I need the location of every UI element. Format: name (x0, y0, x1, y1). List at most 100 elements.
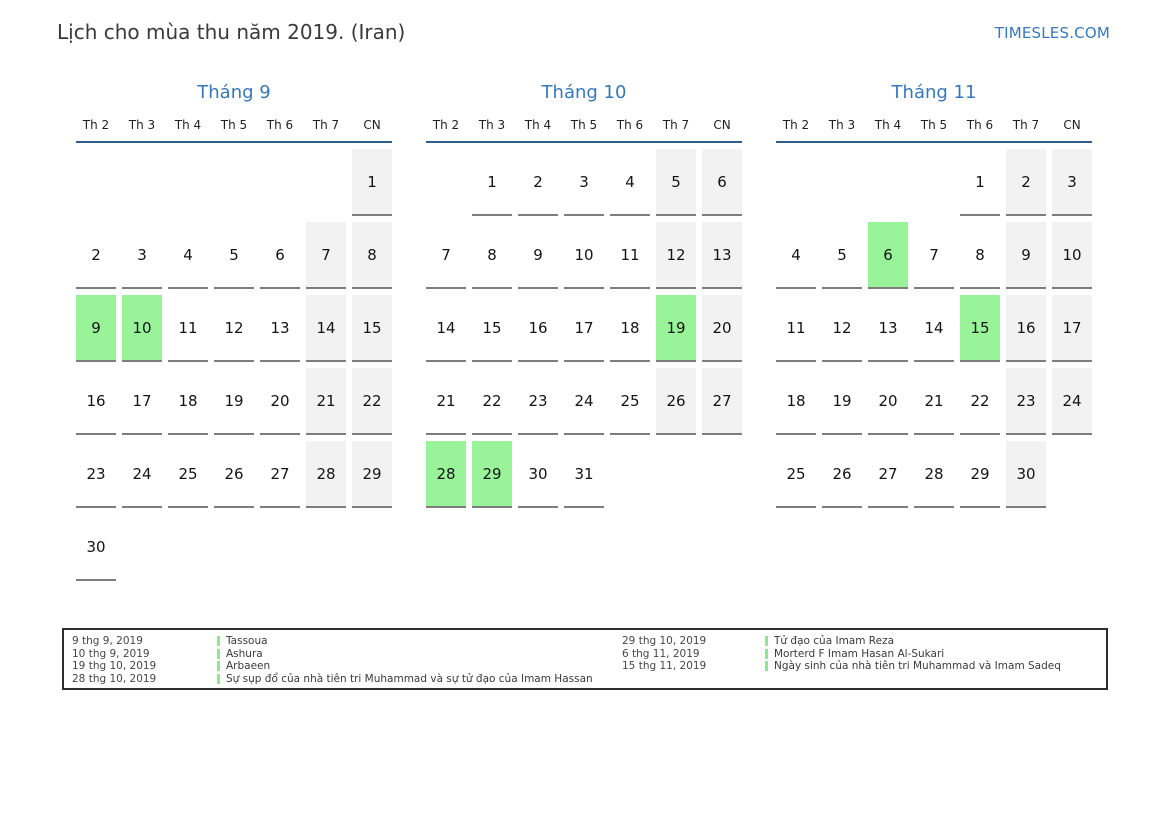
day-cell (168, 514, 208, 579)
legend-date: 29 thg 10, 2019 (622, 635, 707, 647)
day-cell: 4 (168, 222, 208, 289)
day-cell (76, 149, 116, 214)
legend-date: 15 thg 11, 2019 (622, 660, 707, 673)
day-cell: 8 (352, 222, 392, 289)
weekday-label: Th 5 (220, 118, 248, 132)
legend-date: 19 thg 10, 2019 (72, 660, 157, 673)
day-cell: 21 (426, 368, 466, 435)
day-cell: 6 (260, 222, 300, 289)
day-grid: 1 2 3 4 5 6 7 8 9 10 11 12 13 14 15 16 17 18 19 20 21 22 23 24 2… (426, 149, 742, 508)
legend-column: 9 thg 9, 2019 Tassoua 10 thg 9, 2019 Ashura… (72, 635, 622, 685)
day-cell: 16 (1006, 295, 1046, 362)
weekday-header-row: Th 2 Th 3 Th 4 Th 5 Th 6 Th 7 CN (426, 118, 742, 143)
day-cell (822, 149, 862, 214)
day-cell: 17 (1052, 295, 1092, 362)
day-cell: 15 (960, 295, 1000, 362)
legend-marker (765, 661, 768, 672)
weekday-label: Th 6 (966, 118, 994, 132)
day-cell: 29 (352, 441, 392, 508)
day-cell: 10 (564, 222, 604, 289)
day-cell: 27 (868, 441, 908, 508)
weekday-header-row: Th 2 Th 3 Th 4 Th 5 Th 6 Th 7 CN (776, 118, 1092, 143)
weekday-label: Th 2 (432, 118, 460, 132)
day-cell: 19 (214, 368, 254, 435)
day-cell: 23 (1006, 368, 1046, 435)
weekday-label: Th 6 (616, 118, 644, 132)
weekday-label: CN (713, 118, 731, 132)
day-cell (868, 149, 908, 214)
day-cell: 29 (960, 441, 1000, 508)
day-cell: 27 (260, 441, 300, 508)
day-cell: 2 (1006, 149, 1046, 216)
day-cell: 5 (214, 222, 254, 289)
weekday-label: CN (363, 118, 381, 132)
day-cell: 2 (76, 222, 116, 289)
legend-event-label: Morterd F Imam Hasan Al-Sukari (774, 647, 945, 660)
day-cell: 22 (960, 368, 1000, 435)
day-cell (610, 441, 650, 506)
day-cell: 16 (518, 295, 558, 362)
day-cell: 20 (702, 295, 742, 362)
day-cell: 28 (306, 441, 346, 508)
day-cell: 31 (564, 441, 604, 508)
month-title: Tháng 11 (891, 82, 977, 103)
day-grid: 1 2 3 4 5 6 7 8 9 10 11 12 13 14 15 16 17 18 19 20 21 22 23 24 2… (76, 149, 392, 581)
legend-event-label: Arbaeen (226, 660, 271, 673)
day-cell: 23 (76, 441, 116, 508)
legend-marker (217, 661, 220, 672)
day-cell: 22 (472, 368, 512, 435)
day-cell: 15 (472, 295, 512, 362)
legend-event: Ngày sinh của nhà tiên tri Muhammad và I… (765, 660, 1106, 673)
day-cell: 6 (702, 149, 742, 216)
day-cell: 12 (656, 222, 696, 289)
day-cell: 24 (122, 441, 162, 508)
day-cell: 14 (426, 295, 466, 362)
day-cell: 25 (776, 441, 816, 508)
day-cell (352, 514, 392, 579)
month-calendar: Tháng 11 Th 2 Th 3 Th 4 Th 5 Th 6 Th 7 CN 1 2 3 4 5 6… (776, 82, 1092, 581)
day-cell (260, 149, 300, 214)
day-cell (656, 441, 696, 506)
legend-date: 9 thg 9, 2019 (72, 635, 143, 647)
day-cell (1052, 441, 1092, 506)
weekday-label: Th 7 (1012, 118, 1040, 132)
weekday-label: Th 2 (82, 118, 110, 132)
day-cell: 19 (822, 368, 862, 435)
day-cell: 19 (656, 295, 696, 362)
legend-marker (765, 648, 768, 659)
day-cell: 21 (306, 368, 346, 435)
legend-event-label: Tử đạo của Imam Reza (774, 635, 895, 648)
day-cell: 3 (122, 222, 162, 289)
day-cell (426, 149, 466, 214)
weekday-label: Th 3 (478, 118, 506, 132)
legend-marker (217, 648, 220, 659)
legend-date: 6 thg 11, 2019 (622, 647, 700, 660)
weekday-label: Th 4 (874, 118, 902, 132)
weekday-header-row: Th 2 Th 3 Th 4 Th 5 Th 6 Th 7 CN (76, 118, 392, 143)
day-cell: 20 (868, 368, 908, 435)
day-cell: 21 (914, 368, 954, 435)
day-cell (260, 514, 300, 579)
day-cell: 24 (564, 368, 604, 435)
day-cell (702, 441, 742, 506)
legend-date: 28 thg 10, 2019 (72, 672, 157, 685)
legend-marker (217, 636, 220, 647)
legend-event: Tassoua (217, 635, 622, 648)
day-cell: 10 (1052, 222, 1092, 289)
legend-event: Ashura (217, 648, 622, 661)
legend-box: 9 thg 9, 2019 Tassoua 10 thg 9, 2019 Ashura… (62, 628, 1108, 690)
day-cell: 13 (868, 295, 908, 362)
day-cell: 13 (702, 222, 742, 289)
day-cell: 14 (306, 295, 346, 362)
day-cell: 3 (564, 149, 604, 216)
day-cell: 20 (260, 368, 300, 435)
site-logo[interactable]: TIMESLES.COM (994, 24, 1110, 42)
day-cell: 4 (610, 149, 650, 216)
day-cell (214, 514, 254, 579)
weekday-label: Th 3 (828, 118, 856, 132)
weekday-label: Th 4 (524, 118, 552, 132)
weekday-label: Th 2 (782, 118, 810, 132)
weekday-label: CN (1063, 118, 1081, 132)
weekday-label: Th 7 (662, 118, 690, 132)
